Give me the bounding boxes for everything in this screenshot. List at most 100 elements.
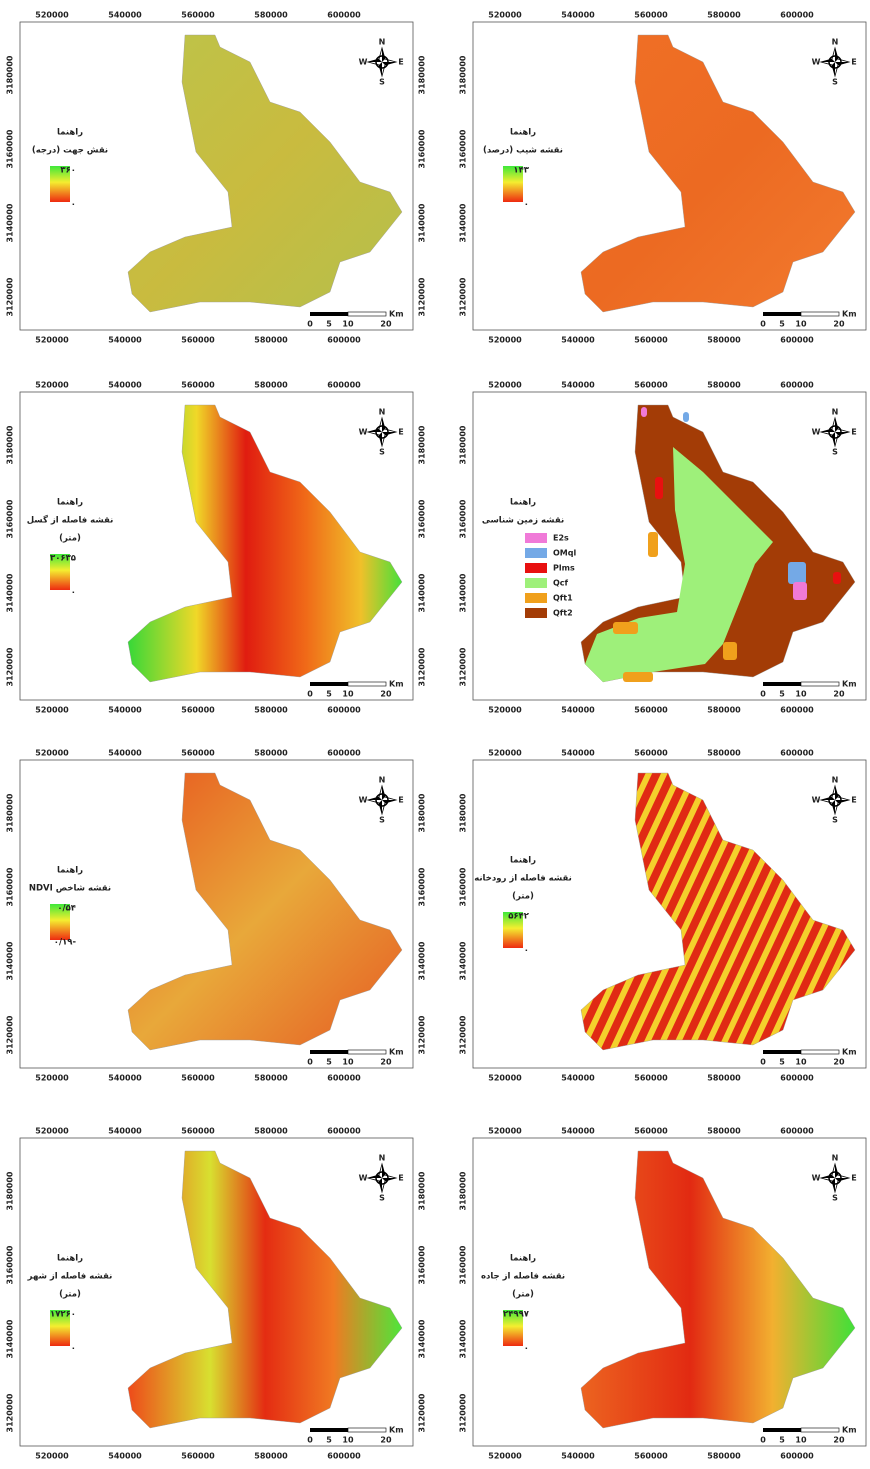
- compass-e: E: [851, 428, 856, 437]
- x-tick-label: 580000: [707, 1074, 741, 1083]
- x-tick-label: 580000: [254, 1074, 288, 1083]
- scale-bar-unit: Km: [389, 680, 404, 689]
- scale-bar-unit: Km: [389, 1426, 404, 1435]
- x-tick-label: 540000: [108, 706, 142, 715]
- x-tick-label: 560000: [181, 1127, 215, 1136]
- compass-n: N: [832, 38, 839, 47]
- compass-w: W: [359, 796, 368, 805]
- scale-bar-label: 5: [326, 1058, 332, 1067]
- x-tick-label: 600000: [780, 1127, 814, 1136]
- scale-bar-dark: [763, 682, 801, 686]
- map-panel: 5200005200005400005400005600005600005800…: [6, 381, 427, 715]
- x-tick-label: 560000: [181, 11, 215, 20]
- x-tick-label: 560000: [634, 749, 668, 758]
- x-tick-label: 600000: [327, 11, 361, 20]
- y-tick-label: 3120000: [459, 1015, 468, 1054]
- legend-min: ۰: [71, 1344, 76, 1354]
- compass-n: N: [832, 776, 839, 785]
- y-tick-label: 3140000: [459, 573, 468, 612]
- legend-min: ۰: [524, 1344, 529, 1354]
- x-tick-label: 560000: [634, 1074, 668, 1083]
- geology-unit: [793, 582, 807, 600]
- compass-n: N: [379, 776, 386, 785]
- x-tick-label: 600000: [780, 381, 814, 390]
- compass-w: W: [359, 58, 368, 67]
- scale-bar-label: 10: [342, 1436, 354, 1445]
- x-tick-label: 520000: [35, 336, 69, 345]
- x-tick-label: 520000: [488, 1127, 522, 1136]
- y-tick-label: 3120000: [6, 277, 15, 316]
- y-tick-label: 3140000: [6, 203, 15, 242]
- x-tick-label: 540000: [561, 11, 595, 20]
- legend-class-label: Qft1: [553, 594, 573, 603]
- scale-bar-label: 5: [779, 690, 785, 699]
- scale-bar-unit: Km: [389, 1048, 404, 1057]
- y-tick-label: 3140000: [418, 941, 427, 980]
- y-tick-label: 3160000: [6, 1245, 15, 1284]
- scale-bar-label: 0: [760, 320, 766, 329]
- x-tick-label: 520000: [488, 381, 522, 390]
- scale-bar-label: 20: [833, 320, 845, 329]
- scale-bar-label: 10: [342, 1058, 354, 1067]
- x-tick-label: 600000: [327, 749, 361, 758]
- x-tick-label: 560000: [181, 336, 215, 345]
- map-panel: 5200005200005400005400005600005600005800…: [6, 749, 427, 1083]
- compass-e: E: [398, 1174, 403, 1183]
- legend-class-label: OMql: [553, 549, 576, 558]
- scale-bar-unit: Km: [842, 680, 857, 689]
- x-tick-label: 580000: [707, 336, 741, 345]
- compass-e: E: [398, 428, 403, 437]
- legend-class-label: E2s: [553, 534, 569, 543]
- x-tick-label: 520000: [488, 1452, 522, 1461]
- x-tick-label: 540000: [108, 1127, 142, 1136]
- y-tick-label: 3180000: [6, 55, 15, 94]
- compass-e: E: [398, 58, 403, 67]
- legend-title: راهنما: [57, 866, 83, 876]
- scale-bar-label: 10: [795, 690, 807, 699]
- legend-title: راهنما: [57, 128, 83, 138]
- x-tick-label: 580000: [254, 1452, 288, 1461]
- legend-class-label: Plms: [553, 564, 575, 573]
- y-tick-label: 3160000: [6, 499, 15, 538]
- legend-title: راهنما: [510, 498, 536, 508]
- legend-max: ۲۴۹۹۷: [503, 1310, 530, 1320]
- scale-bar-dark: [310, 1428, 348, 1432]
- compass-s: S: [832, 1194, 838, 1203]
- scale-bar-label: 20: [380, 1058, 392, 1067]
- compass-n: N: [379, 1154, 386, 1163]
- x-tick-label: 540000: [108, 1452, 142, 1461]
- compass-e: E: [851, 1174, 856, 1183]
- x-tick-label: 560000: [181, 706, 215, 715]
- scale-bar-label: 10: [342, 690, 354, 699]
- geology-unit: [613, 622, 638, 634]
- y-tick-label: 3160000: [6, 867, 15, 906]
- y-tick-label: 3120000: [459, 647, 468, 686]
- y-tick-label: 3140000: [418, 203, 427, 242]
- scale-bar-label: 10: [795, 1058, 807, 1067]
- scale-bar-label: 20: [833, 1058, 845, 1067]
- legend-class-label: Qcf: [553, 579, 569, 588]
- compass-e: E: [851, 796, 856, 805]
- y-tick-label: 3180000: [418, 425, 427, 464]
- legend-max: ۳۰۶۳۵: [50, 554, 76, 564]
- compass-s: S: [832, 78, 838, 87]
- y-tick-label: 3160000: [418, 499, 427, 538]
- compass-w: W: [812, 1174, 821, 1183]
- y-tick-label: 3160000: [459, 129, 468, 168]
- y-tick-label: 3180000: [418, 55, 427, 94]
- x-tick-label: 520000: [35, 11, 69, 20]
- x-tick-label: 560000: [634, 706, 668, 715]
- compass-n: N: [379, 38, 386, 47]
- scale-bar-label: 20: [380, 690, 392, 699]
- x-tick-label: 580000: [254, 11, 288, 20]
- y-tick-label: 3120000: [459, 1393, 468, 1432]
- scale-bar-light: [801, 1050, 839, 1054]
- x-tick-label: 520000: [488, 749, 522, 758]
- x-tick-label: 580000: [254, 381, 288, 390]
- legend-title: راهنما: [510, 1254, 536, 1264]
- scale-bar-label: 10: [795, 320, 807, 329]
- scale-bar-label: 20: [833, 690, 845, 699]
- scale-bar-label: 5: [326, 1436, 332, 1445]
- legend-min: ۰: [524, 946, 529, 956]
- x-tick-label: 540000: [108, 336, 142, 345]
